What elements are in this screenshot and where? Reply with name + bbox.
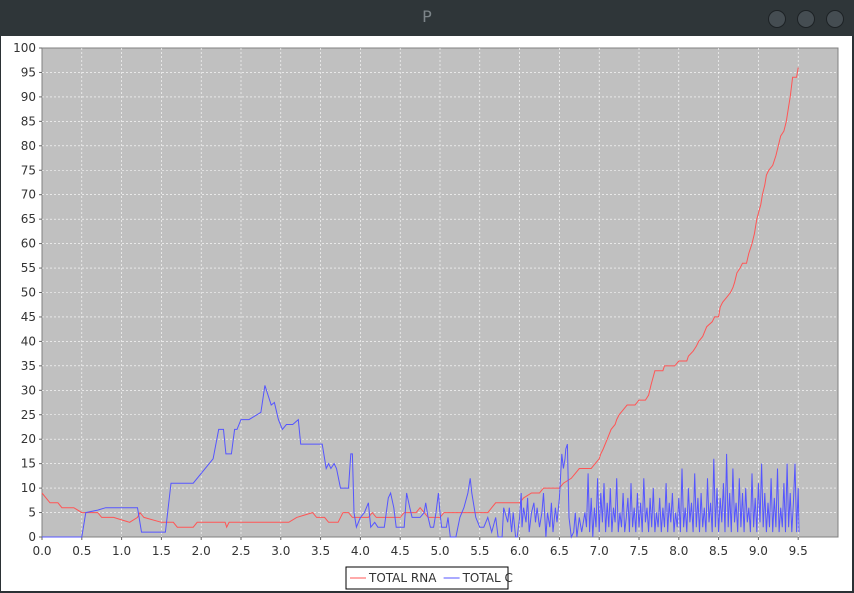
y-tick-label: 10: [21, 481, 36, 495]
x-tick-label: 5.5: [470, 544, 489, 558]
y-axis: 0 5 10 15 20 25 30 35 40 45 50 55 60 65 70 75 80 85 90 95 10…: [13, 41, 42, 544]
legend-box: [345, 566, 509, 590]
x-tick-label: 0.5: [72, 544, 91, 558]
series-lines: [41, 67, 800, 539]
y-tick-label: 65: [21, 212, 36, 226]
x-tick-label: 6.5: [550, 544, 569, 558]
title-bar[interactable]: P: [0, 0, 854, 36]
y-tick-label: 95: [21, 65, 36, 79]
y-tick-label: 45: [21, 310, 36, 324]
x-tick-label: 2.0: [192, 544, 211, 558]
maximize-button[interactable]: [797, 10, 815, 28]
chart-panel: 0 5 10 15 20 25 30 35 40 45 50 55 60 65 70 75 80 85 90 95 10…: [1, 36, 852, 591]
y-tick-label: 80: [21, 139, 36, 153]
x-tick-label: 0.0: [32, 544, 51, 558]
x-tick-label: 4.0: [351, 544, 370, 558]
legend-label: TOTAL C: [462, 571, 513, 585]
y-tick-label: 75: [21, 163, 36, 177]
y-tick-label: 55: [21, 261, 36, 275]
line-chart: 0 5 10 15 20 25 30 35 40 45 50 55 60 65 70 75 80 85 90 95 10…: [13, 41, 839, 590]
y-tick-label: 5: [28, 506, 36, 520]
x-tick-label: 3.0: [271, 544, 290, 558]
y-tick-label: 30: [21, 383, 36, 397]
y-tick-label: 90: [21, 90, 36, 104]
y-tick-label: 70: [21, 188, 36, 202]
series-line-total-rna: [41, 67, 799, 529]
x-tick-label: 5.0: [430, 544, 449, 558]
y-tick-label: 50: [21, 286, 36, 300]
y-tick-label: 25: [21, 408, 36, 422]
x-tick-label: 7.5: [629, 544, 648, 558]
x-tick-label: 9.0: [749, 544, 768, 558]
close-button[interactable]: [826, 10, 844, 28]
x-tick-label: 1.5: [152, 544, 171, 558]
x-tick-label: 6.0: [510, 544, 529, 558]
legend: TOTAL RNA TOTAL C: [345, 566, 513, 590]
x-tick-label: 7.0: [590, 544, 609, 558]
minimize-button[interactable]: [768, 10, 786, 28]
y-tick-label: 85: [21, 114, 36, 128]
grid-lines: [42, 48, 838, 537]
y-tick-label: 40: [21, 334, 36, 348]
x-tick-label: 1.0: [112, 544, 131, 558]
window-title: P: [422, 7, 432, 26]
x-tick-label: 4.5: [391, 544, 410, 558]
x-tick-label: 9.5: [789, 544, 808, 558]
x-tick-label: 2.5: [231, 544, 250, 558]
x-tick-label: 8.5: [709, 544, 728, 558]
x-axis: 0.0 0.5 1.0 1.5 2.0 2.5 3.0 3.5 4.0 4.5 5.0 5.5 6.0 6…: [32, 537, 808, 558]
y-tick-label: 20: [21, 432, 36, 446]
y-tick-label: 15: [21, 457, 36, 471]
y-tick-label: 35: [21, 359, 36, 373]
legend-label: TOTAL RNA: [368, 571, 437, 585]
y-tick-label: 60: [21, 237, 36, 251]
series-line-total-c: [42, 385, 800, 539]
x-tick-label: 8.0: [669, 544, 688, 558]
y-tick-label: 0: [28, 530, 36, 544]
y-tick-label: 100: [13, 41, 36, 55]
x-tick-label: 3.5: [311, 544, 330, 558]
